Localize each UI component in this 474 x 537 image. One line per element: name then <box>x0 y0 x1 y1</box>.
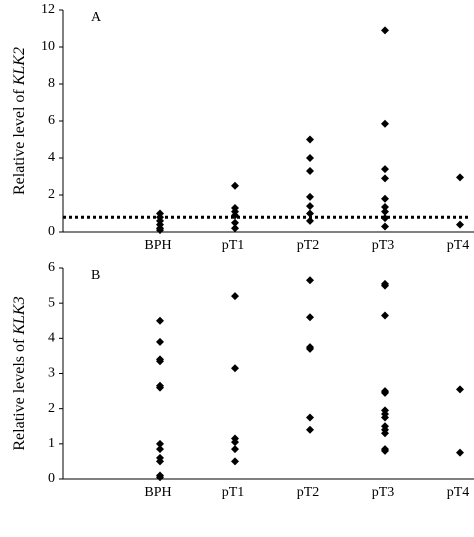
point <box>381 446 389 455</box>
point <box>156 457 164 466</box>
point <box>306 313 314 322</box>
y-tick-label: 4 <box>48 150 55 165</box>
y-tick-label: 0 <box>48 224 55 239</box>
point <box>381 165 389 174</box>
y-tick-label: 6 <box>48 113 55 128</box>
point <box>381 119 389 128</box>
point <box>381 26 389 35</box>
x-tick-label: BPH <box>144 485 171 500</box>
point <box>306 192 314 201</box>
point <box>456 448 464 457</box>
y-axis-label-text: Relative levels of <box>11 335 28 451</box>
point <box>156 226 164 235</box>
point <box>381 429 389 438</box>
point <box>306 413 314 422</box>
y-axis-label: Relative levels of KLK3 <box>11 296 28 450</box>
point <box>231 364 239 373</box>
y-tick-label: 6 <box>48 260 55 275</box>
point <box>231 181 239 190</box>
x-tick-label: pT2 <box>297 485 320 500</box>
x-tick-label: pT4 <box>447 238 470 253</box>
point <box>456 385 464 394</box>
x-tick-label: pT1 <box>222 485 245 500</box>
point <box>231 438 239 447</box>
y-axis-label-gene: KLK3 <box>11 296 28 335</box>
y-axis-label-text: Relative level of <box>11 85 28 195</box>
point <box>156 473 164 482</box>
panel-label: B <box>91 268 100 283</box>
point <box>231 292 239 301</box>
point <box>156 439 164 448</box>
point <box>381 203 389 212</box>
x-tick-label: pT3 <box>372 238 395 253</box>
point <box>381 222 389 231</box>
y-tick-label: 2 <box>48 401 55 416</box>
y-tick-label: 2 <box>48 187 55 202</box>
point <box>381 207 389 216</box>
x-tick-label: pT2 <box>297 238 320 253</box>
point <box>381 281 389 290</box>
y-tick-label: 12 <box>41 2 55 17</box>
point <box>231 457 239 466</box>
point <box>231 224 239 233</box>
point <box>156 337 164 346</box>
panel-label: A <box>91 10 102 25</box>
point <box>456 220 464 229</box>
point <box>156 316 164 325</box>
y-tick-label: 3 <box>48 366 55 381</box>
y-tick-label: 8 <box>48 76 55 91</box>
point <box>306 202 314 211</box>
point <box>306 166 314 175</box>
point <box>156 445 164 454</box>
point <box>306 216 314 225</box>
point <box>381 388 389 397</box>
point <box>456 173 464 182</box>
point <box>306 209 314 218</box>
x-tick-label: pT3 <box>372 485 395 500</box>
x-tick-label: BPH <box>144 238 171 253</box>
point <box>306 135 314 144</box>
point <box>306 276 314 285</box>
point <box>156 383 164 392</box>
y-tick-label: 4 <box>48 331 55 346</box>
point <box>156 357 164 366</box>
y-axis-label: Relative level of KLK2 <box>11 47 28 195</box>
point <box>381 413 389 422</box>
y-tick-label: 0 <box>48 471 55 486</box>
point <box>306 154 314 162</box>
x-tick-label: pT1 <box>222 238 245 253</box>
point <box>381 194 389 203</box>
y-tick-label: 1 <box>48 436 55 451</box>
y-axis-label-gene: KLK2 <box>11 47 28 86</box>
point <box>381 174 389 183</box>
point <box>231 218 239 227</box>
y-tick-label: 5 <box>48 295 55 310</box>
point <box>306 425 314 434</box>
point <box>381 311 389 320</box>
point <box>306 344 314 353</box>
x-tick-label: pT4 <box>447 485 470 500</box>
y-tick-label: 10 <box>41 39 55 54</box>
point <box>231 445 239 454</box>
